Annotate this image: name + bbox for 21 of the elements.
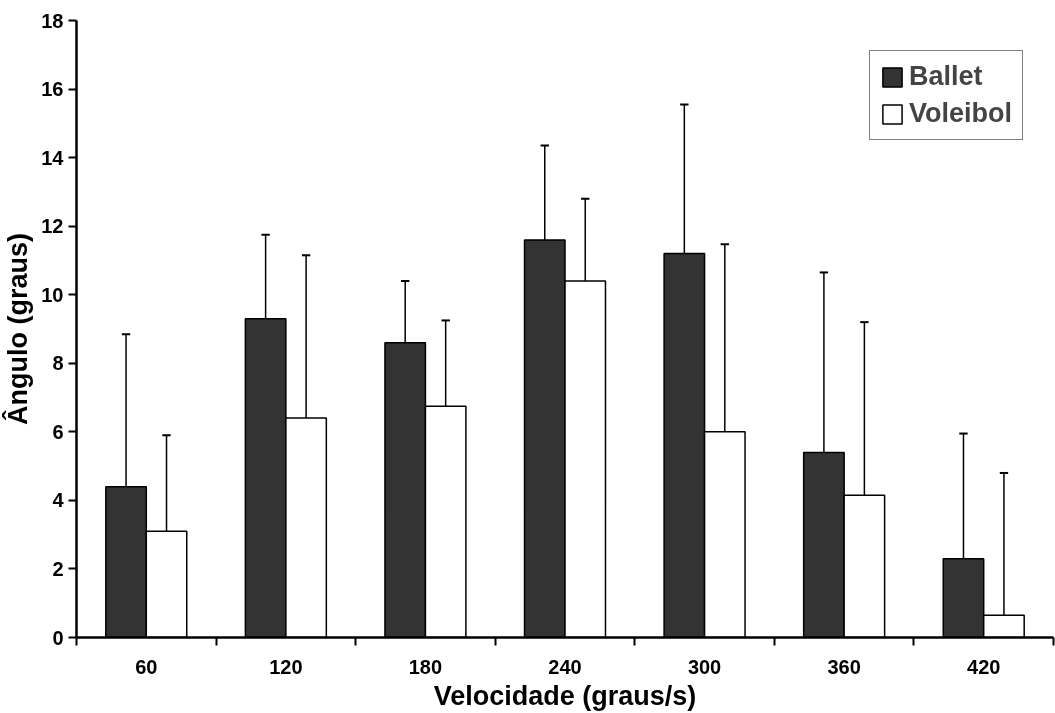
x-tick-label: 180	[408, 655, 443, 678]
x-tick-label: 420	[967, 655, 1001, 678]
x-tick-label: 120	[269, 655, 303, 678]
legend-label: Ballet	[908, 61, 983, 92]
y-tick-label: 18	[41, 9, 64, 32]
x-tick-label: 60	[135, 655, 158, 678]
y-tick-label: 10	[41, 283, 64, 306]
y-tick-label: 0	[52, 626, 64, 649]
x-tick-label: 240	[548, 655, 582, 678]
y-tick-label: 8	[52, 352, 64, 375]
x-axis-title: Velocidade (graus/s)	[433, 680, 697, 711]
y-tick-label: 2	[52, 557, 64, 580]
y-tick-label: 4	[52, 489, 65, 512]
x-tick-label: 360	[827, 655, 861, 678]
y-tick-label: 12	[41, 215, 64, 238]
x-tick-label: 300	[687, 655, 722, 678]
y-tick-label: 6	[52, 420, 64, 443]
y-tick-label: 14	[41, 146, 65, 169]
y-axis-title: Ângulo (graus)	[2, 233, 34, 425]
legend-label: Voleibol	[908, 98, 1012, 129]
y-tick-label: 16	[41, 78, 64, 101]
